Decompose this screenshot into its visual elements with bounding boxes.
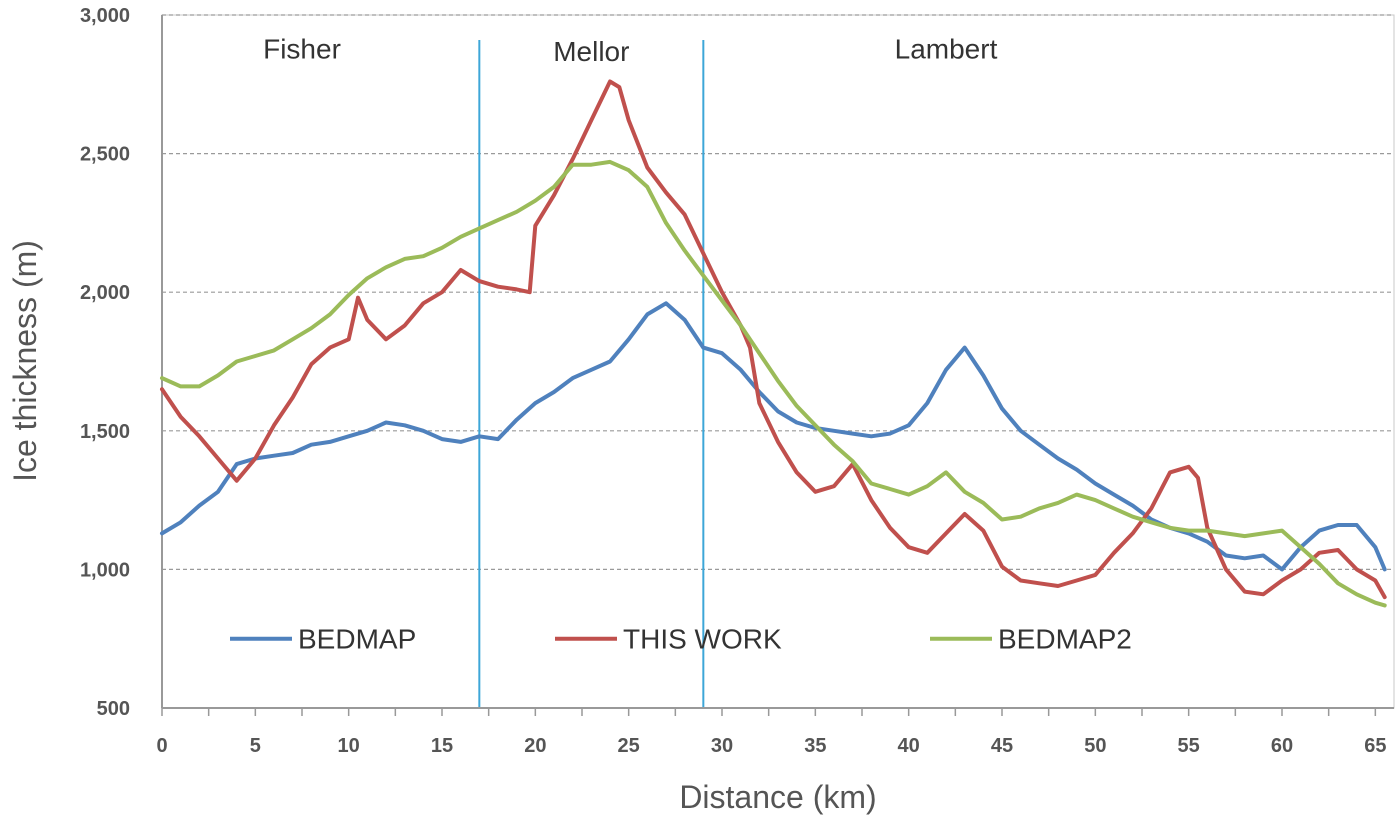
y-tick-label: 500	[97, 698, 130, 720]
y-tick-label: 3,000	[80, 5, 130, 27]
axes	[161, 15, 1394, 716]
x-tick-label: 5	[250, 735, 261, 757]
x-tick-label: 45	[991, 735, 1013, 757]
y-tick-label: 1,500	[80, 421, 130, 443]
x-tick-label: 10	[338, 735, 360, 757]
x-tick-label: 65	[1364, 735, 1386, 757]
plot-area	[161, 14, 1395, 709]
x-tick-labels: 0 5 10 15 20 25 30 35 40 45 50 55 60 65	[156, 735, 1386, 757]
x-tick-label: 50	[1084, 735, 1106, 757]
y-tick-label: 2,500	[80, 144, 130, 166]
region-label: Mellor	[553, 36, 629, 67]
x-tick-label: 30	[711, 735, 733, 757]
x-tick-label: 40	[898, 735, 920, 757]
y-tick-label: 2,000	[80, 282, 130, 304]
x-tick-label: 55	[1178, 735, 1200, 757]
series-line-bedmap2	[160, 159, 1387, 608]
region-dividers	[478, 40, 705, 708]
x-tick-label: 15	[431, 735, 453, 757]
x-tick-label: 35	[804, 735, 826, 757]
region-label: Lambert	[895, 33, 998, 64]
legend-label: BEDMAP2	[998, 624, 1132, 655]
series-lines	[160, 79, 1387, 608]
y-tick-label: 1,000	[80, 559, 130, 581]
x-axis-title: Distance (km)	[679, 779, 876, 815]
legend-label: BEDMAP	[298, 624, 416, 655]
x-tick-label: 20	[524, 735, 546, 757]
y-tick-labels: 500 1,000 1,500 2,000 2,500 3,000	[80, 5, 130, 720]
x-tick-label: 25	[618, 735, 640, 757]
x-tick-label: 60	[1271, 735, 1293, 757]
series-line-bedmap	[160, 301, 1387, 572]
legend-label: THIS WORK	[623, 624, 782, 655]
series-line-this-work	[160, 79, 1387, 600]
y-axis-title: Ice thickness (m)	[7, 240, 43, 482]
x-tick-label: 0	[156, 735, 167, 757]
region-labels: Fisher Mellor Lambert	[263, 33, 997, 67]
legend: BEDMAP THIS WORK BEDMAP2	[230, 624, 1132, 655]
region-label: Fisher	[263, 33, 341, 64]
